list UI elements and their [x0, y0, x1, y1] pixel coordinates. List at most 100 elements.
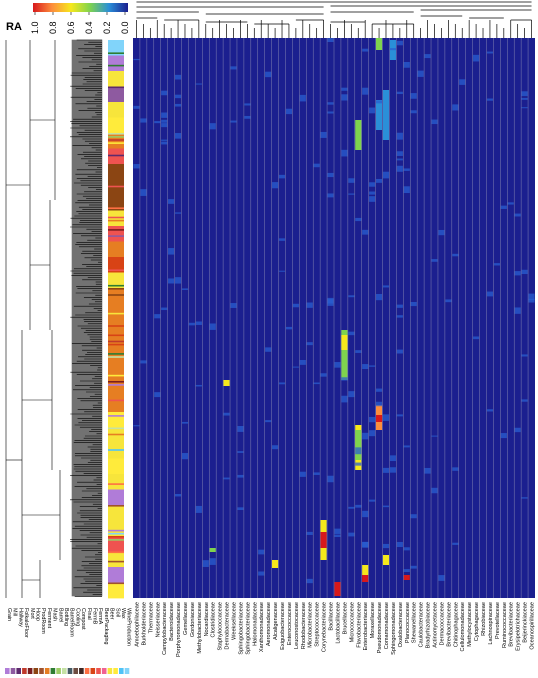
- sample-group-segment: [108, 567, 124, 583]
- heatmap-cell: [181, 288, 189, 290]
- heatmap-cell: [161, 141, 168, 145]
- heatmap-cell: [382, 90, 390, 140]
- heatmap-cell: [431, 259, 438, 262]
- sample-group-swatch: [44, 668, 50, 674]
- column-label: Oxalobacteraceae: [398, 602, 404, 647]
- heatmap-cell: [306, 531, 313, 535]
- heatmap-cell: [375, 388, 383, 392]
- heatmap-cell: [174, 493, 182, 497]
- heatmap-cell: [348, 331, 355, 336]
- sample-group-segment: [108, 536, 124, 538]
- heatmap-cell: [327, 102, 334, 105]
- heatmap-cell: [521, 497, 528, 499]
- heatmap-cell: [195, 505, 202, 513]
- sample-group-segment: [108, 356, 124, 358]
- column-label: Brevibacteriaceae: [446, 602, 452, 647]
- heatmap-cell: [348, 391, 355, 398]
- heatmap-cell: [272, 560, 279, 568]
- heatmap-cell: [507, 202, 514, 205]
- heatmap-cell: [327, 475, 334, 483]
- sample-group-segment: [108, 384, 124, 386]
- sample-group-segment: [108, 319, 124, 335]
- sample-group-segment: [108, 536, 124, 552]
- heatmap-cell: [140, 118, 147, 123]
- sample-group-segment: [108, 427, 124, 444]
- sample-group-segment: [108, 412, 124, 428]
- column-label: Gordoniaceae: [190, 602, 196, 637]
- column-label: Weeksellaceae: [232, 602, 238, 640]
- color-key-tick-label: 0.8: [48, 21, 58, 34]
- heatmap-cell: [188, 322, 195, 326]
- heatmap-cell: [452, 542, 459, 545]
- heatmap-cell: [209, 558, 216, 565]
- heatmap-cell: [230, 120, 237, 123]
- sample-group-segment: [108, 164, 124, 180]
- heatmap-cell: [375, 100, 383, 130]
- heatmap-cell: [369, 191, 376, 195]
- heatmap-cell: [486, 98, 494, 101]
- column-label: Rhodobacteraceae: [301, 602, 307, 649]
- column-label: Pseudomonadaceae: [377, 602, 383, 653]
- sample-group-label: WineProduction: [126, 608, 132, 646]
- heatmap-cell: [161, 112, 168, 118]
- heatmap-cell: [396, 151, 403, 156]
- sample-group-swatch: [50, 668, 56, 674]
- column-label: Methylocystaceae: [467, 602, 473, 647]
- sample-group-swatch: [119, 668, 124, 674]
- sample-group-label: Mort: [29, 608, 35, 619]
- heatmap-cell: [237, 425, 244, 432]
- sample-group-label: Beer: [109, 608, 115, 620]
- heatmap-cell: [452, 253, 459, 257]
- column-label: Methylobacteriaceae: [197, 602, 203, 654]
- heatmap-cell: [369, 430, 376, 437]
- heatmap-cell: [528, 298, 535, 303]
- sample-group-swatch: [16, 668, 21, 674]
- heatmap-cell: [410, 110, 417, 114]
- column-label: Chitinophagaceae: [453, 602, 459, 647]
- sample-group-swatch: [101, 668, 107, 674]
- heatmap-body: [133, 38, 535, 598]
- sample-group-segment: [108, 582, 124, 585]
- heatmap-cell: [382, 555, 390, 565]
- heatmap-cell: [341, 330, 348, 380]
- column-label: Enterobacteriaceae: [363, 602, 369, 651]
- heatmap-cell: [362, 87, 369, 95]
- color-key-tick-label: 1.0: [30, 21, 40, 34]
- sample-group-segment: [108, 86, 124, 89]
- column-label: Dermabacteraceae: [225, 602, 231, 650]
- column-label: Brevibacteriaceae: [509, 602, 515, 647]
- sample-group-segment: [108, 374, 124, 377]
- heatmap-cell: [473, 54, 480, 62]
- heatmap-cell: [369, 182, 376, 187]
- sample-group-segment: [108, 303, 124, 320]
- sample-group-segment: [108, 136, 124, 138]
- heatmap-cell: [389, 48, 396, 51]
- sample-group-segment: [108, 560, 124, 563]
- heatmap-cell: [133, 58, 140, 61]
- heatmap-cell: [334, 582, 341, 596]
- heatmap-cell: [292, 303, 299, 308]
- heatmap-cell: [161, 90, 168, 96]
- sample-group-label: BarrelRoom: [69, 608, 75, 637]
- heatmap-cell: [258, 571, 265, 576]
- sample-group-legend: Grain Mill Hallway FolkaloFloor Mort Hoop Prod…: [5, 608, 132, 674]
- column-label: Bradyrhizobiaceae: [426, 602, 432, 648]
- heatmap-cell: [265, 347, 272, 352]
- sample-group-swatch: [62, 668, 67, 674]
- sample-group-segment: [108, 229, 124, 231]
- heatmap-cell: [473, 336, 480, 340]
- sample-group-label: Bottling: [63, 608, 69, 626]
- sample-group-label: FermA: [97, 608, 103, 625]
- sample-group-swatch: [27, 668, 33, 674]
- heatmap-cell: [514, 271, 521, 276]
- heatmap-cell: [382, 467, 390, 473]
- heatmap-cell: [313, 382, 320, 385]
- sample-group-segment: [108, 257, 124, 273]
- heatmap-cell: [299, 471, 306, 477]
- heatmap-cell: [369, 499, 376, 502]
- heatmap-cell: [521, 91, 528, 97]
- sample-group-swatch: [33, 668, 39, 674]
- heatmap-cell: [285, 108, 293, 115]
- sample-group-segment: [108, 133, 124, 135]
- sample-group-segment: [108, 288, 124, 304]
